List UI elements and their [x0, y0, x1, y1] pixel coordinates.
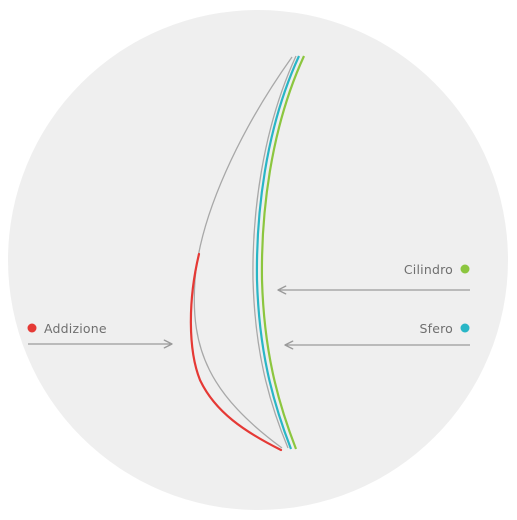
- cilindro-label: Cilindro: [404, 262, 453, 277]
- lens-back-surface: [252, 55, 297, 449]
- addizione-dot: [27, 323, 37, 333]
- sfero-label: Sfero: [419, 321, 453, 336]
- sfero-curve: [255, 55, 300, 450]
- cilindro-curve: [260, 55, 305, 450]
- addizione-label: Addizione: [44, 321, 107, 336]
- cilindro-dot: [460, 264, 470, 274]
- sfero-dot: [460, 323, 470, 333]
- addizione-curve: [189, 252, 283, 452]
